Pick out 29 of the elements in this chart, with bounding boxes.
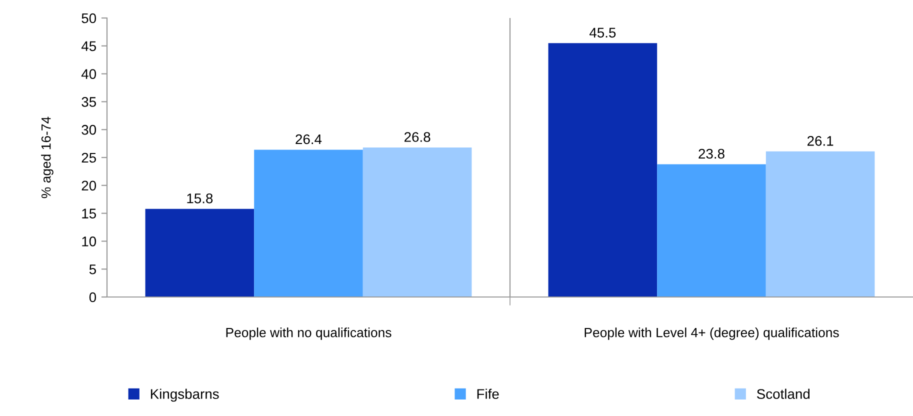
legend-label: Scotland [756, 388, 810, 399]
x-tick-label: People with Level 4+ (degree) qualifications [584, 328, 839, 340]
data-label: 23.8 [698, 148, 724, 159]
data-label: 26.1 [807, 136, 834, 146]
y-tick-label: 50 [82, 13, 96, 24]
x-tick-label: People with no qualifications [226, 328, 392, 340]
y-tick-label: 30 [82, 124, 96, 135]
data-label: 26.4 [296, 134, 322, 144]
bar [548, 43, 658, 297]
y-tick-label: 20 [82, 180, 96, 191]
y-axis-title: % aged 16-74 [41, 116, 54, 198]
bar [254, 150, 363, 297]
legend-label: Fife [477, 388, 499, 399]
bar [657, 164, 766, 297]
y-tick-label: 45 [81, 41, 96, 52]
y-tick-label: 15 [82, 208, 96, 218]
y-tick-label: 5 [89, 264, 96, 274]
y-tick-label: 40 [81, 69, 96, 79]
y-tick-label: 0 [89, 292, 96, 302]
y-tick-label: 35 [82, 97, 96, 107]
y-tick-label: 10 [82, 236, 96, 246]
legend-label: Kingsbarns [150, 388, 219, 402]
data-label: 15.8 [187, 193, 213, 204]
data-label: 26.8 [404, 132, 430, 142]
bar [362, 147, 472, 297]
data-label: 45.5 [589, 28, 616, 38]
bar [145, 208, 254, 297]
y-tick-label: 25 [82, 152, 96, 163]
bar [766, 151, 875, 297]
